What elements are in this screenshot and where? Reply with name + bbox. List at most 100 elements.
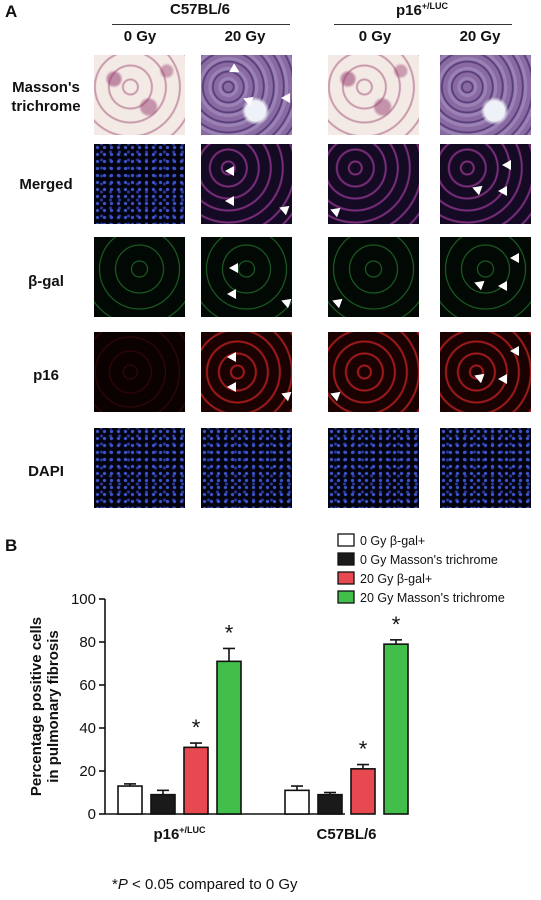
arrowhead-marker	[472, 370, 485, 384]
micrograph-merged-c57-0gy	[94, 144, 185, 224]
arrowhead-marker	[328, 388, 341, 402]
dose-label: 0 Gy	[123, 28, 157, 45]
micrograph-bgal-c57-20gy	[201, 237, 292, 317]
row-label-merged: Merged	[19, 176, 73, 193]
footnote-p: P	[117, 876, 128, 893]
x-tick-label-base: p16	[153, 826, 179, 843]
arrowhead-marker	[229, 263, 238, 273]
arrowhead-marker	[510, 346, 519, 356]
arrowhead-marker	[498, 374, 507, 384]
arrowhead-marker	[498, 281, 507, 291]
micrograph-p16-p16-0gy	[328, 332, 419, 412]
micrograph-masson-p16-20gy	[440, 55, 531, 135]
y-tick-label: 80	[79, 634, 96, 651]
footnote-text: < 0.05 compared to 0 Gy	[127, 876, 298, 893]
strain-label-p16-sup: +/LUC	[421, 1, 449, 11]
micrograph-merged-c57-20gy	[201, 144, 292, 224]
arrowhead-marker	[330, 295, 343, 309]
arrowhead-marker	[510, 253, 519, 263]
micrograph-merged-p16-20gy	[440, 144, 531, 224]
y-tick-label: 100	[71, 591, 96, 608]
x-tick-label: p16+/LUC	[153, 825, 206, 843]
y-axis-label: Percentage positive cellsin pulmonary fi…	[28, 617, 62, 796]
micrograph-merged-p16-0gy	[328, 144, 419, 224]
arrowhead-marker	[470, 182, 483, 196]
row-label-p16: p16	[33, 367, 59, 384]
arrowhead-marker	[225, 166, 234, 176]
row-label-bgal: β-gal	[28, 273, 64, 290]
y-tick-label: 0	[88, 806, 96, 823]
micrograph-masson-c57-0gy	[94, 55, 185, 135]
x-tick-label: C57BL/6	[316, 826, 376, 843]
legend-swatch	[337, 571, 355, 585]
dose-label: 20 Gy	[224, 28, 266, 45]
significance-marker: *	[392, 612, 401, 637]
bar	[350, 768, 376, 815]
arrowhead-marker	[328, 204, 341, 218]
arrowhead-marker	[472, 277, 485, 291]
strain-label-p16-base: p16	[395, 2, 422, 19]
row-label-masson: Masson's trichrome	[0, 78, 92, 116]
micrograph-bgal-p16-0gy	[328, 237, 419, 317]
y-tick-label: 40	[79, 720, 96, 737]
y-axis-label-line2: in pulmonary fibrosis	[45, 630, 62, 783]
micrograph-p16-c57-20gy	[201, 332, 292, 412]
significance-marker: *	[359, 737, 368, 762]
bar	[117, 785, 143, 815]
row-label-line: trichrome	[11, 98, 81, 115]
arrowhead-marker	[241, 93, 254, 107]
bar-chart: 0 20 40 60 80 100 Percentage positive cellsin …	[28, 533, 505, 843]
micrograph-dapi-p16-20gy	[440, 428, 531, 508]
dose-label: 20 Gy	[459, 28, 501, 45]
arrowhead-marker	[229, 63, 242, 77]
strain-underline-p16	[334, 24, 512, 25]
bar	[216, 660, 242, 815]
legend-label: 20 Gy β-gal+	[360, 572, 432, 586]
significance-marker: *	[225, 620, 234, 645]
y-tick-label: 20	[79, 763, 96, 780]
panel-a-letter: A	[5, 2, 18, 21]
micrograph-dapi-c57-0gy	[94, 428, 185, 508]
legend-swatch	[337, 533, 355, 547]
micrograph-masson-p16-0gy	[328, 55, 419, 135]
micrograph-p16-p16-20gy	[440, 332, 531, 412]
legend-label: 20 Gy Masson's trichrome	[360, 591, 505, 605]
micrograph-dapi-c57-20gy	[201, 428, 292, 508]
micrograph-masson-c57-20gy	[201, 55, 292, 135]
legend-swatch	[337, 552, 355, 566]
y-axis-label-line1: Percentage positive cells	[28, 617, 45, 796]
arrowhead-marker	[227, 352, 236, 362]
significance-marker: *	[192, 715, 201, 740]
arrowhead-marker	[277, 202, 290, 216]
arrowhead-marker	[281, 93, 290, 103]
dose-label: 0 Gy	[358, 28, 392, 45]
strain-label-c57bl6: C57BL/6	[169, 1, 231, 18]
bar	[183, 746, 209, 815]
strain-underline-c57bl6	[112, 24, 290, 25]
micrograph-bgal-p16-20gy	[440, 237, 531, 317]
footnote-star: *	[112, 876, 118, 893]
significance-footnote: *P < 0.05 compared to 0 Gy	[112, 876, 442, 893]
arrowhead-marker	[502, 160, 511, 170]
legend-label: 0 Gy Masson's trichrome	[360, 553, 498, 567]
x-tick-label-base: C57BL/6	[316, 826, 376, 843]
panel-b-letter: B	[5, 536, 18, 555]
row-label-line: Masson's	[12, 79, 80, 96]
arrowhead-marker	[279, 388, 292, 402]
arrowhead-marker	[227, 289, 236, 299]
arrowhead-marker	[227, 382, 236, 392]
row-label-dapi: DAPI	[28, 463, 64, 480]
micrograph-dapi-p16-0gy	[328, 428, 419, 508]
bar	[383, 643, 409, 815]
bar	[317, 793, 343, 815]
arrowhead-marker	[225, 196, 234, 206]
arrowhead-marker	[498, 186, 507, 196]
bar	[150, 793, 176, 815]
y-tick-label: 60	[79, 677, 96, 694]
strain-label-p16: p16+/LUC	[332, 1, 512, 19]
arrowhead-marker	[279, 295, 292, 309]
micrograph-bgal-c57-0gy	[94, 237, 185, 317]
micrograph-p16-c57-0gy	[94, 332, 185, 412]
legend-label: 0 Gy β-gal+	[360, 534, 425, 548]
legend-swatch	[337, 590, 355, 604]
